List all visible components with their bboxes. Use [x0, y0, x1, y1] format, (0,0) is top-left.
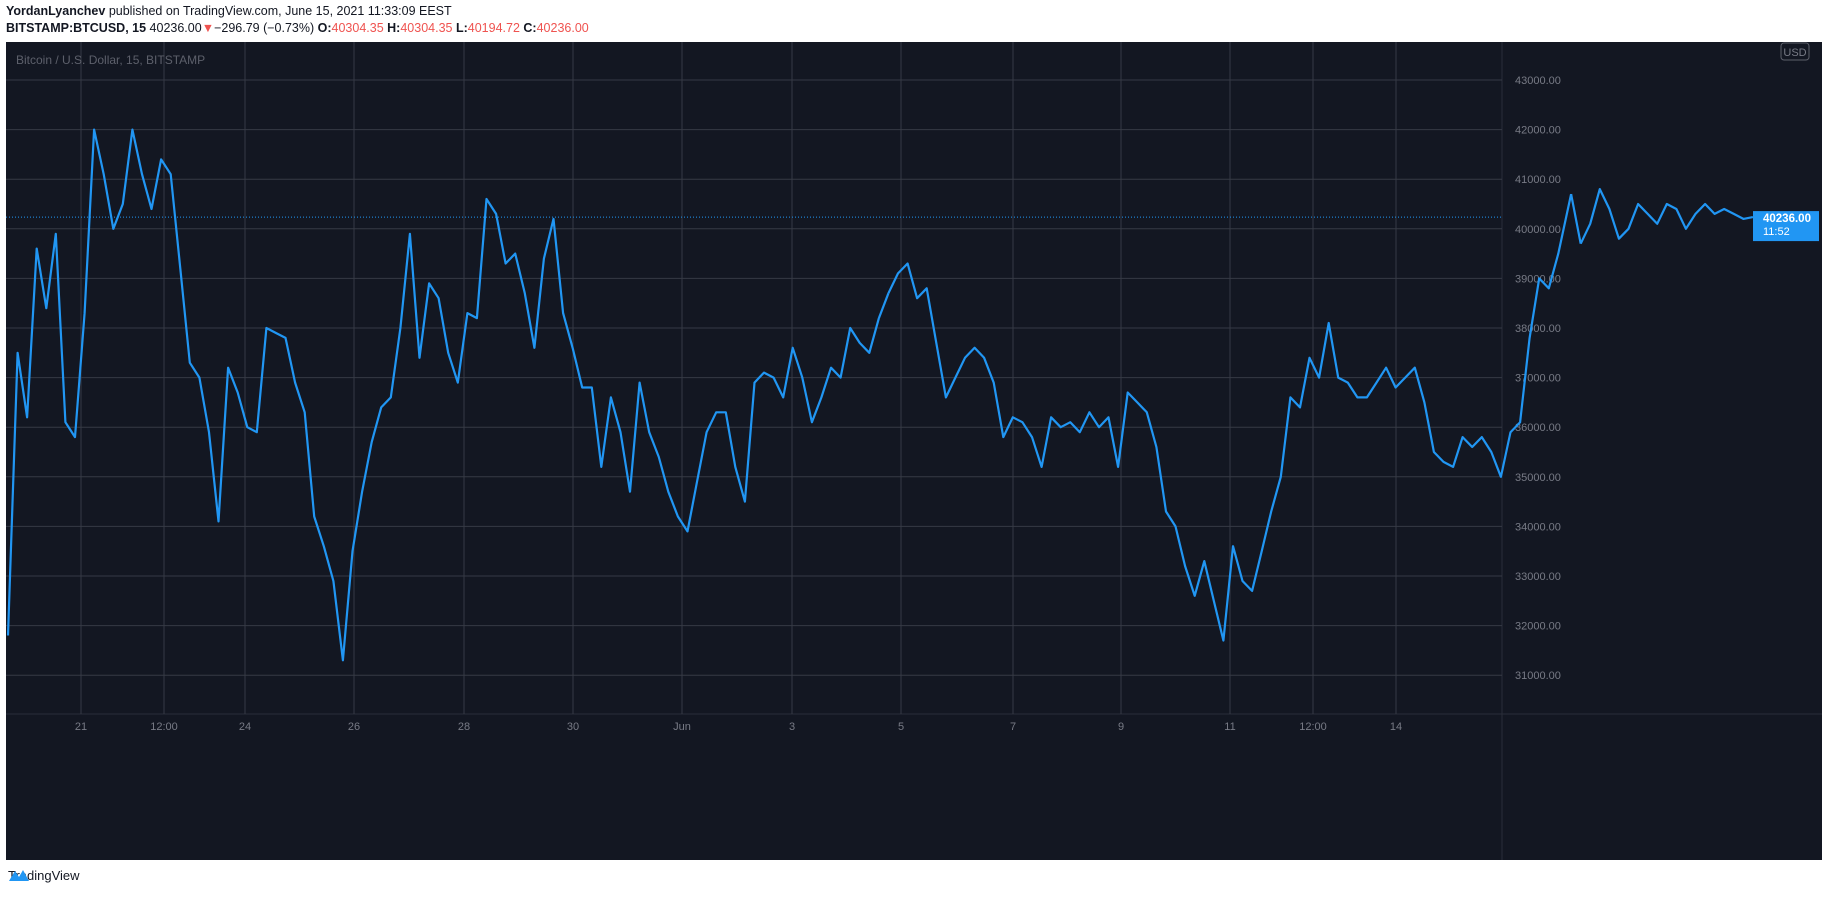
x-tick-label: 24: [239, 721, 251, 733]
low-label: L:: [455, 21, 468, 35]
y-tick-label: 38000.00: [1515, 323, 1561, 335]
price-series-line: [1579, 188, 1754, 245]
price-change: −296.79 (−0.73%): [214, 21, 315, 35]
price-series-line: [1570, 193, 1582, 244]
price-tag-countdown: 11:52: [1763, 226, 1790, 238]
footer: TradingView: [8, 868, 80, 883]
publish-info: YordanLyanchev published on TradingView.…: [6, 4, 452, 18]
symbol-label: BITSTAMP:BTCUSD, 15: [6, 21, 147, 35]
y-tick-label: 32000.00: [1515, 621, 1561, 633]
close-value: 40236.00: [536, 21, 589, 35]
down-arrow-icon: ▼: [201, 21, 215, 35]
x-tick-label: 3: [789, 721, 795, 733]
price-series-line: [877, 292, 890, 319]
x-tick-label: 12:00: [1299, 721, 1327, 733]
y-tick-label: 40000.00: [1515, 224, 1561, 236]
x-tick-label: 12:00: [150, 721, 178, 733]
currency-badge[interactable]: USD: [1780, 42, 1810, 61]
y-tick-label: 31000.00: [1515, 670, 1561, 682]
price-series-line: [887, 193, 1573, 642]
open-value: 40304.35: [331, 21, 384, 35]
x-tick-label: 26: [348, 721, 360, 733]
price-tag-value: 40236.00: [1763, 213, 1811, 225]
high-label: H:: [387, 21, 401, 35]
x-tick-label: 30: [567, 721, 579, 733]
x-tick-label: 21: [75, 721, 87, 733]
x-tick-label: 11: [1224, 721, 1235, 733]
x-tick-label: 9: [1118, 721, 1124, 733]
y-tick-label: 34000.00: [1515, 521, 1561, 533]
y-tick-label: 37000.00: [1515, 373, 1561, 385]
tradingview-logo-icon[interactable]: [8, 868, 30, 882]
x-tick-label: Jun: [673, 721, 691, 733]
price-chart[interactable]: Bitcoin / U.S. Dollar, 15, BITSTAMP 4300…: [6, 42, 1822, 860]
high-value: 40304.35: [400, 21, 453, 35]
price-tag: 40236.00 11:52: [1753, 211, 1819, 242]
last-price: 40236.00: [149, 21, 202, 35]
y-tick-label: 43000.00: [1515, 75, 1561, 87]
y-tick-label: 42000.00: [1515, 125, 1561, 137]
published-text: published on TradingView.com, June 15, 2…: [108, 4, 452, 18]
author-name[interactable]: YordanLyanchev: [6, 4, 106, 18]
currency-badge-frame: [1780, 42, 1810, 61]
x-tick-label: 28: [458, 721, 470, 733]
chart-title: Bitcoin / U.S. Dollar, 15, BITSTAMP: [16, 53, 205, 67]
price-tag-box: [1753, 211, 1819, 242]
y-tick-label: 33000.00: [1515, 571, 1561, 583]
x-tick-label: 5: [898, 721, 904, 733]
open-label: O:: [317, 21, 332, 35]
y-tick-label: 36000.00: [1515, 422, 1561, 434]
x-tick-label: 14: [1390, 721, 1402, 733]
price-series-line: [6, 128, 880, 662]
chart-pane[interactable]: Bitcoin / U.S. Dollar, 15, BITSTAMP 4300…: [6, 42, 1822, 860]
close-label: C:: [523, 21, 537, 35]
x-tick-label: 7: [1010, 721, 1016, 733]
low-value: 40194.72: [467, 21, 520, 35]
y-tick-label: 41000.00: [1515, 174, 1561, 186]
currency-badge-label: USD: [1783, 47, 1806, 59]
ohlc-legend: BITSTAMP:BTCUSD, 15 40236.00▼−296.79 (−0…: [6, 21, 589, 35]
y-tick-label: 35000.00: [1515, 472, 1561, 484]
